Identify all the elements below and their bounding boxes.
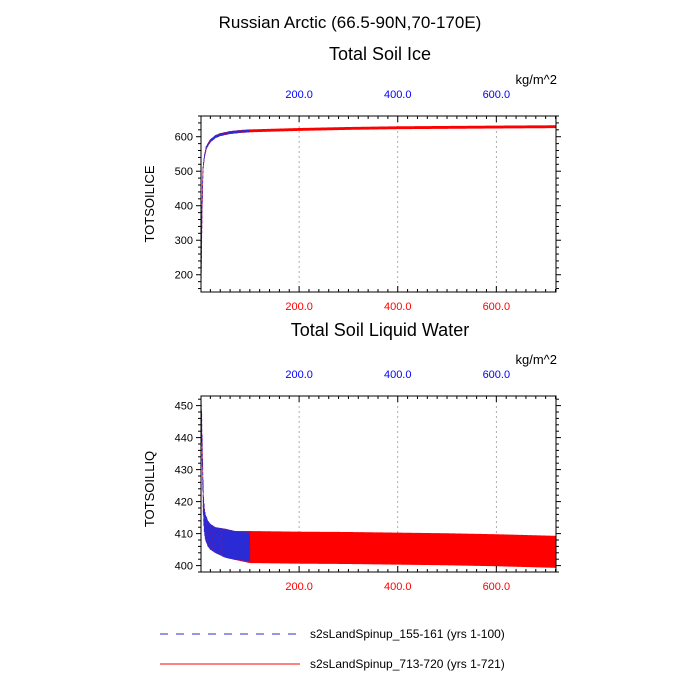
y-tick-label: 440 bbox=[175, 433, 193, 445]
legend-label: s2sLandSpinup_155-161 (yrs 1-100) bbox=[310, 627, 505, 641]
units-label: kg/m^2 bbox=[515, 72, 557, 87]
y-tick-label: 200 bbox=[175, 270, 193, 282]
y-tick-label: 400 bbox=[175, 201, 193, 213]
y-tick-label: 430 bbox=[175, 465, 193, 477]
x-tick-label-bottom: 600.0 bbox=[483, 301, 511, 313]
y-tick-label: 450 bbox=[175, 401, 193, 413]
main-title: Russian Arctic (66.5-90N,70-170E) bbox=[219, 13, 482, 32]
x-tick-label-top: 200.0 bbox=[285, 89, 313, 101]
x-tick-label-bottom: 200.0 bbox=[285, 581, 313, 593]
x-tick-label-top: 200.0 bbox=[285, 369, 313, 381]
x-tick-label-top: 400.0 bbox=[384, 89, 412, 101]
legend-label: s2sLandSpinup_713-720 (yrs 1-721) bbox=[310, 657, 505, 671]
x-tick-label-bottom: 400.0 bbox=[384, 581, 412, 593]
panel-total-soil-liquid-water: Total Soil Liquid Water kg/m^2 TOTSOILLI… bbox=[142, 320, 561, 593]
legend: s2sLandSpinup_155-161 (yrs 1-100) s2sLan… bbox=[160, 627, 505, 671]
panel-total-soil-ice: Total Soil Ice kg/m^2 TOTSOILICE 200 300 4… bbox=[142, 44, 561, 313]
y-tick-label: 420 bbox=[175, 497, 193, 509]
y-tick-label: 300 bbox=[175, 235, 193, 247]
y-axis-label: TOTSOILLIQ bbox=[142, 451, 157, 527]
series-line-spinup-155-161 bbox=[200, 399, 251, 562]
x-tick-label-top: 600.0 bbox=[483, 369, 511, 381]
y-tick-label: 400 bbox=[175, 561, 193, 573]
panel-title: Total Soil Ice bbox=[329, 44, 431, 64]
y-tick-label: 600 bbox=[175, 132, 193, 144]
series-line-spinup-713-720 bbox=[200, 399, 557, 568]
y-axis-label: TOTSOILICE bbox=[142, 165, 157, 242]
series-line-spinup-713-720 bbox=[200, 125, 557, 289]
x-tick-label-top: 600.0 bbox=[483, 89, 511, 101]
panel-title: Total Soil Liquid Water bbox=[291, 320, 469, 340]
x-tick-label-bottom: 200.0 bbox=[285, 301, 313, 313]
series-line-spinup-155-161 bbox=[200, 129, 251, 289]
units-label: kg/m^2 bbox=[515, 352, 557, 367]
x-tick-label-top: 400.0 bbox=[384, 369, 412, 381]
plot-frame bbox=[200, 115, 557, 293]
x-tick-label-bottom: 400.0 bbox=[384, 301, 412, 313]
y-tick-label: 500 bbox=[175, 166, 193, 178]
x-tick-label-bottom: 600.0 bbox=[483, 581, 511, 593]
y-tick-label: 410 bbox=[175, 529, 193, 541]
